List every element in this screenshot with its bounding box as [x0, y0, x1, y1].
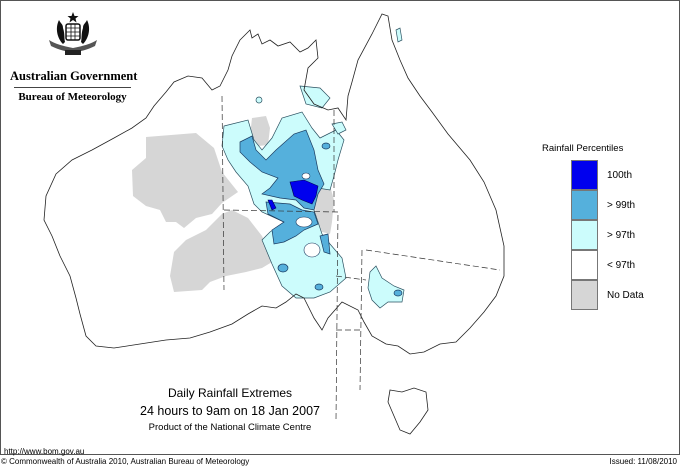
legend-label: > 97th — [607, 230, 636, 241]
legend-swatch — [571, 250, 598, 280]
legend-label: < 97th — [607, 260, 636, 271]
legend-label: 100th — [607, 170, 633, 181]
copyright-text: © Commonwealth of Australia 2010, Austra… — [1, 457, 250, 466]
legend-label: No Data — [607, 290, 644, 301]
bom-url-link[interactable]: http://www.bom.gov.au — [4, 447, 85, 456]
issued-date: Issued: 11/08/2010 — [609, 457, 677, 466]
tasmania — [387, 387, 429, 435]
agency-name: Australian Government — [10, 69, 138, 83]
map-titles: Daily Rainfall Extremes 24 hours to 9am … — [130, 385, 330, 434]
no-data-regions — [132, 116, 334, 292]
below-97th-holes — [295, 172, 321, 258]
legend-swatch — [571, 280, 598, 310]
product-line: Product of the National Climate Centre — [148, 422, 312, 433]
map-subtitle: 24 hours to 9am on 18 Jan 2007 — [140, 404, 320, 418]
100th-regions — [267, 179, 319, 211]
legend-label: > 99th — [607, 200, 636, 211]
legend-swatch — [571, 160, 598, 190]
legend-title: Rainfall Percentiles — [542, 143, 624, 154]
legend: Rainfall Percentiles 100th > 99th > 97th… — [540, 143, 670, 310]
bom-logo: Australian Government Bureau of Meteorol… — [10, 10, 138, 103]
logo-divider — [14, 87, 131, 88]
state-borders — [221, 95, 501, 421]
legend-swatch — [571, 220, 598, 250]
legend-swatch — [571, 190, 598, 220]
map-title: Daily Rainfall Extremes — [167, 386, 293, 400]
bureau-name: Bureau of Meteorology — [18, 91, 127, 103]
coastline — [43, 13, 505, 355]
coat-of-arms-icon — [48, 12, 97, 55]
